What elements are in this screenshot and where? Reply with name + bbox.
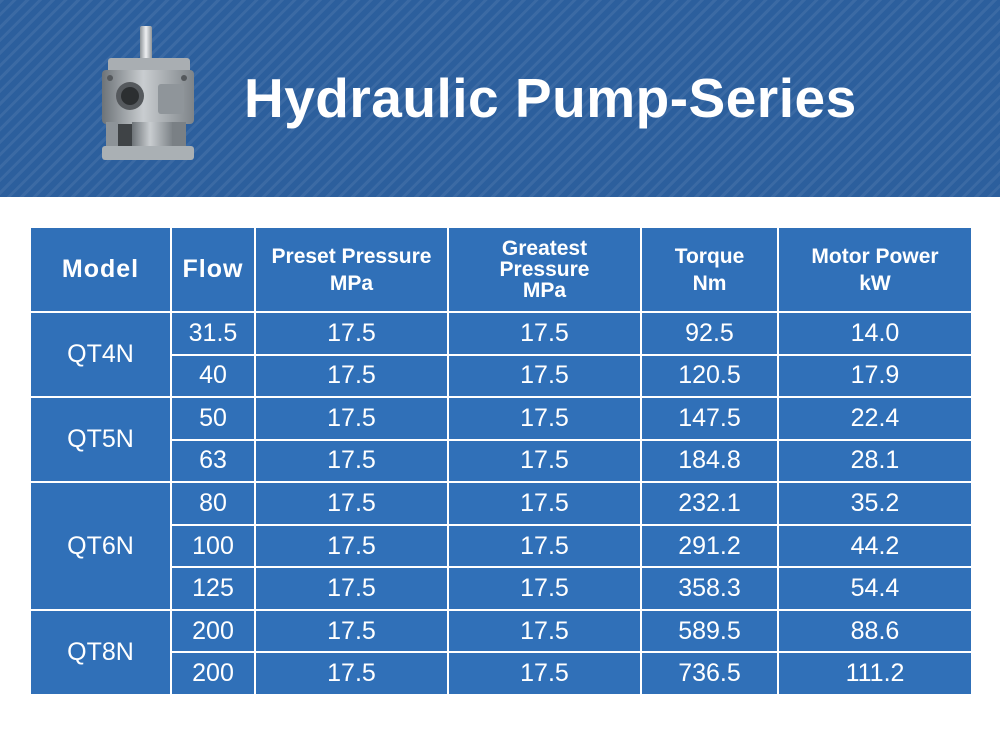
header-torque: Torque Nm [640, 226, 779, 313]
flow-cell: 63 [170, 438, 256, 484]
greatest-pressure-cell: 17.5 [447, 311, 642, 356]
torque-cell: 736.5 [640, 651, 779, 696]
header-preset-pressure: Preset Pressure MPa [254, 226, 449, 313]
table-row: 200 17.5 17.5 736.5 111.2 [30, 651, 973, 696]
torque-cell: 147.5 [640, 396, 779, 441]
model-cell: QT8N [29, 608, 172, 697]
header-motor-power: Motor Power kW [777, 226, 973, 313]
model-cell: QT6N [29, 481, 172, 611]
torque-cell: 358.3 [640, 566, 779, 611]
preset-pressure-cell: 17.5 [254, 438, 449, 484]
greatest-pressure-cell: 17.5 [447, 566, 642, 611]
greatest-pressure-cell: 17.5 [447, 481, 642, 526]
header-flow: Flow [170, 226, 256, 313]
preset-pressure-cell: 17.5 [254, 481, 449, 526]
flow-cell: 100 [170, 523, 256, 569]
torque-cell: 232.1 [640, 481, 779, 526]
preset-pressure-cell: 17.5 [254, 523, 449, 569]
torque-cell: 184.8 [640, 438, 779, 484]
greatest-pressure-cell: 17.5 [447, 353, 642, 399]
header-greatest-pressure: Greatest Pressure MPa [447, 226, 642, 313]
table-row: 63 17.5 17.5 184.8 28.1 [30, 438, 973, 484]
motor-power-cell: 54.4 [777, 566, 973, 611]
table-row: QT5N 50 17.5 17.5 147.5 22.4 [29, 396, 973, 484]
pump-spec-table: Model Flow Preset Pressure MPa Greatest … [29, 226, 973, 697]
model-cell: QT5N [29, 396, 172, 484]
table-row: 40 17.5 17.5 120.5 17.9 [30, 353, 973, 399]
motor-power-cell: 17.9 [777, 353, 973, 399]
table-row: QT6N 80 17.5 17.5 232.1 35.2 [29, 481, 973, 611]
greatest-pressure-cell: 17.5 [447, 523, 642, 569]
flow-cell: 40 [170, 353, 256, 399]
flow-cell: 200 [170, 651, 256, 696]
motor-power-cell: 35.2 [777, 481, 973, 526]
table-row: 125 17.5 17.5 358.3 54.4 [30, 566, 973, 611]
greatest-pressure-cell: 17.5 [447, 438, 642, 484]
torque-cell: 120.5 [640, 353, 779, 399]
header-model: Model [29, 226, 172, 313]
motor-power-cell: 88.6 [777, 608, 973, 654]
preset-pressure-cell: 17.5 [254, 608, 449, 654]
greatest-pressure-cell: 17.5 [447, 396, 642, 441]
motor-power-cell: 22.4 [777, 396, 973, 441]
hydraulic-pump-icon [102, 26, 194, 160]
torque-cell: 589.5 [640, 608, 779, 654]
preset-pressure-cell: 17.5 [254, 311, 449, 356]
model-cell: QT4N [29, 310, 172, 399]
table-row: QT4N 31.5 17.5 17.5 92.5 14.0 [29, 310, 973, 399]
flow-cell: 50 [170, 396, 256, 441]
motor-power-cell: 14.0 [777, 311, 973, 356]
preset-pressure-cell: 17.5 [254, 566, 449, 611]
torque-cell: 291.2 [640, 523, 779, 569]
header-banner: Hydraulic Pump-Series [0, 0, 1000, 197]
flow-cell: 31.5 [170, 311, 256, 356]
torque-cell: 92.5 [640, 311, 779, 356]
page-title: Hydraulic Pump-Series [244, 67, 857, 129]
motor-power-cell: 28.1 [777, 438, 973, 484]
table-header-row: Model Flow Preset Pressure MPa Greatest … [29, 226, 973, 313]
greatest-pressure-cell: 17.5 [447, 608, 642, 654]
table-row: 100 17.5 17.5 291.2 44.2 [30, 523, 973, 569]
preset-pressure-cell: 17.5 [254, 396, 449, 441]
greatest-pressure-cell: 17.5 [447, 651, 642, 696]
flow-cell: 200 [170, 608, 256, 654]
preset-pressure-cell: 17.5 [254, 651, 449, 696]
motor-power-cell: 44.2 [777, 523, 973, 569]
flow-cell: 125 [170, 566, 256, 611]
motor-power-cell: 111.2 [777, 651, 973, 696]
preset-pressure-cell: 17.5 [254, 353, 449, 399]
table-row: QT8N 200 17.5 17.5 589.5 88.6 [29, 608, 973, 697]
flow-cell: 80 [170, 481, 256, 526]
